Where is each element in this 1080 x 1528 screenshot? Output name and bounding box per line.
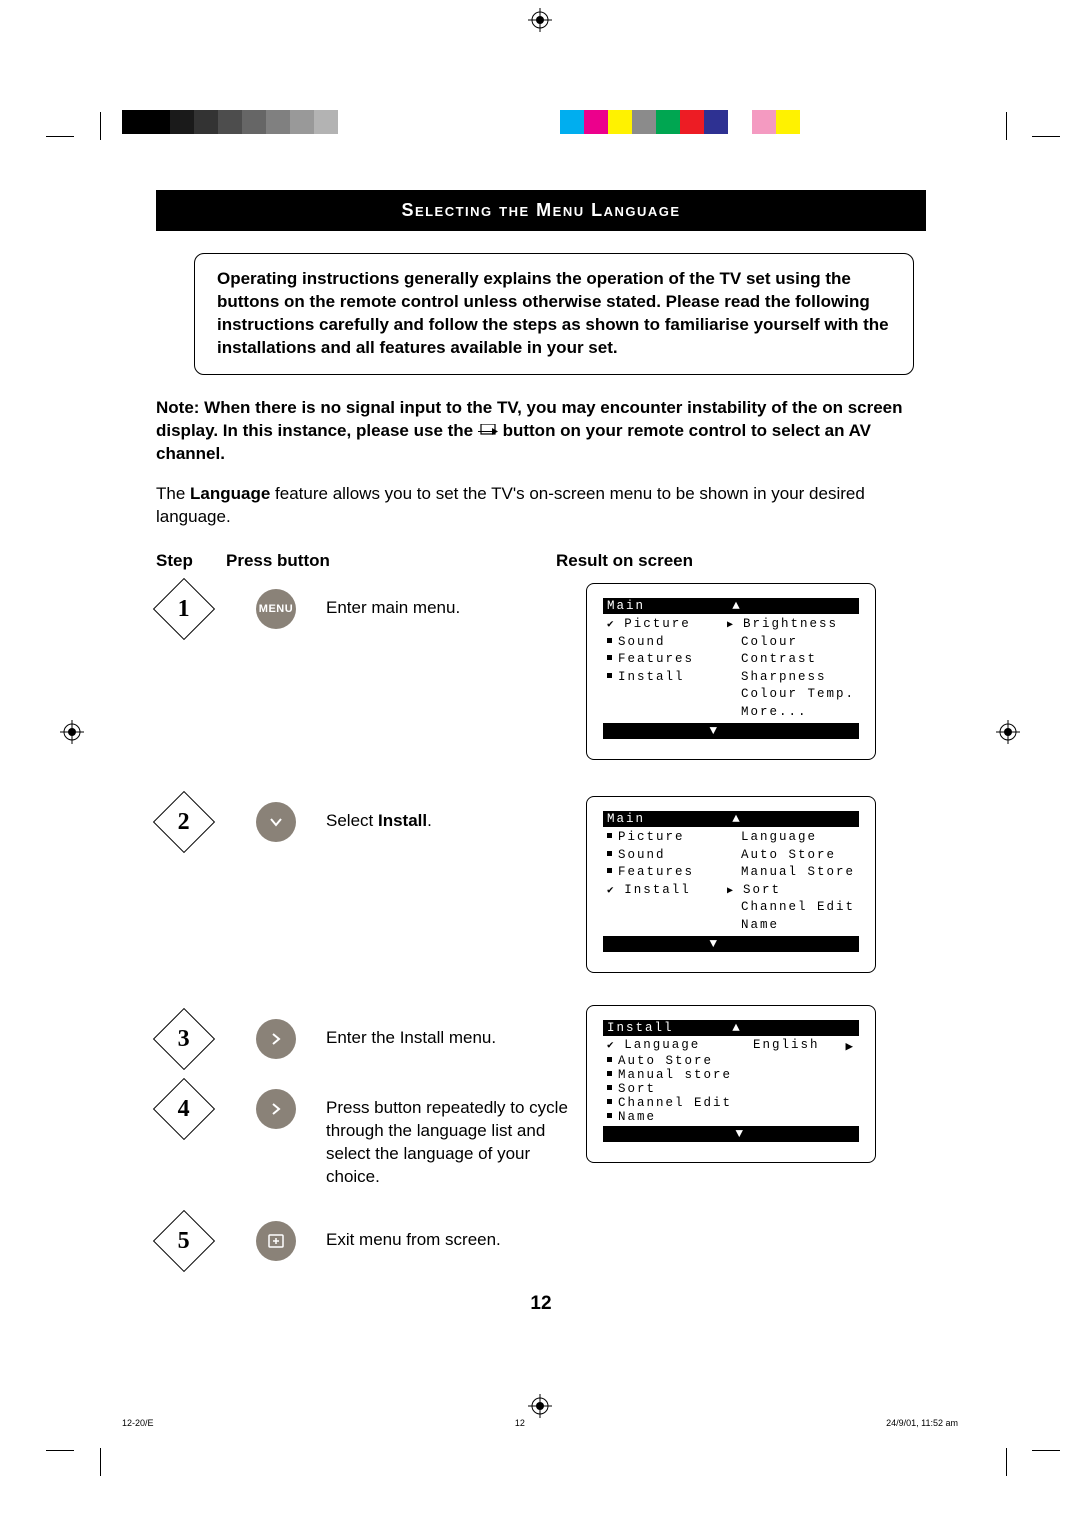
page-content: Selecting the Menu Language Operating in… — [156, 190, 926, 1315]
step-3-row: 3 Enter the Install menu. Install▲ ✔ Lan… — [156, 1013, 926, 1063]
step-2-row: 2 Select Install. Main▲ PictureSoundFeat… — [156, 796, 926, 999]
registration-target-bottom — [528, 1394, 552, 1418]
step-4-text: Press button repeatedly to cycle through… — [326, 1083, 586, 1189]
registration-target-top — [528, 8, 552, 32]
osd-screenshot-1: Main▲ PictureSoundFeaturesInstall Bright… — [586, 583, 876, 760]
step-2-diamond: 2 — [153, 791, 215, 853]
header-press: Press button — [226, 551, 556, 571]
av-input-icon — [478, 422, 498, 436]
print-footer: 12-20/E 12 24/9/01, 11:52 am — [122, 1418, 958, 1428]
step-4-diamond: 4 — [153, 1078, 215, 1140]
step-2-text: Select Install. — [326, 796, 586, 833]
note-paragraph: Note: When there is no signal input to t… — [156, 397, 926, 466]
down-button-icon — [256, 802, 296, 842]
color-bar — [560, 110, 800, 134]
step-3-diamond: 3 — [153, 1008, 215, 1070]
right-button-icon — [256, 1019, 296, 1059]
registration-target-right — [996, 720, 1020, 744]
step-1-row: 1 MENU Enter main menu. Main▲ PictureSou… — [156, 583, 926, 786]
step-1-diamond: 1 — [153, 578, 215, 640]
menu-button-icon: MENU — [256, 589, 296, 629]
header-step: Step — [156, 551, 226, 571]
step-5-row: 5 Exit menu from screen. — [156, 1215, 926, 1265]
column-headers: Step Press button Result on screen — [156, 551, 926, 571]
gray-ramp — [122, 110, 362, 134]
step-3-text: Enter the Install menu. — [326, 1013, 586, 1050]
intro-box: Operating instructions generally explain… — [194, 253, 914, 375]
right-button-icon — [256, 1089, 296, 1129]
page-number: 12 — [156, 1293, 926, 1315]
footer-mid: 12 — [515, 1418, 525, 1428]
step-5-text: Exit menu from screen. — [326, 1215, 586, 1252]
description-paragraph: The Language feature allows you to set t… — [156, 482, 926, 530]
footer-left: 12-20/E — [122, 1418, 154, 1428]
osd-screenshot-3: Install▲ ✔ Language English ▶ Auto Store… — [586, 1005, 876, 1163]
step-5-diamond: 5 — [153, 1210, 215, 1272]
header-result: Result on screen — [556, 551, 926, 571]
osd-screenshot-2: Main▲ PictureSoundFeaturesInstall Langua… — [586, 796, 876, 973]
registration-target-left — [60, 720, 84, 744]
step-1-text: Enter main menu. — [326, 583, 586, 620]
exit-button-icon — [256, 1221, 296, 1261]
footer-right: 24/9/01, 11:52 am — [886, 1418, 958, 1428]
section-title: Selecting the Menu Language — [156, 190, 926, 231]
